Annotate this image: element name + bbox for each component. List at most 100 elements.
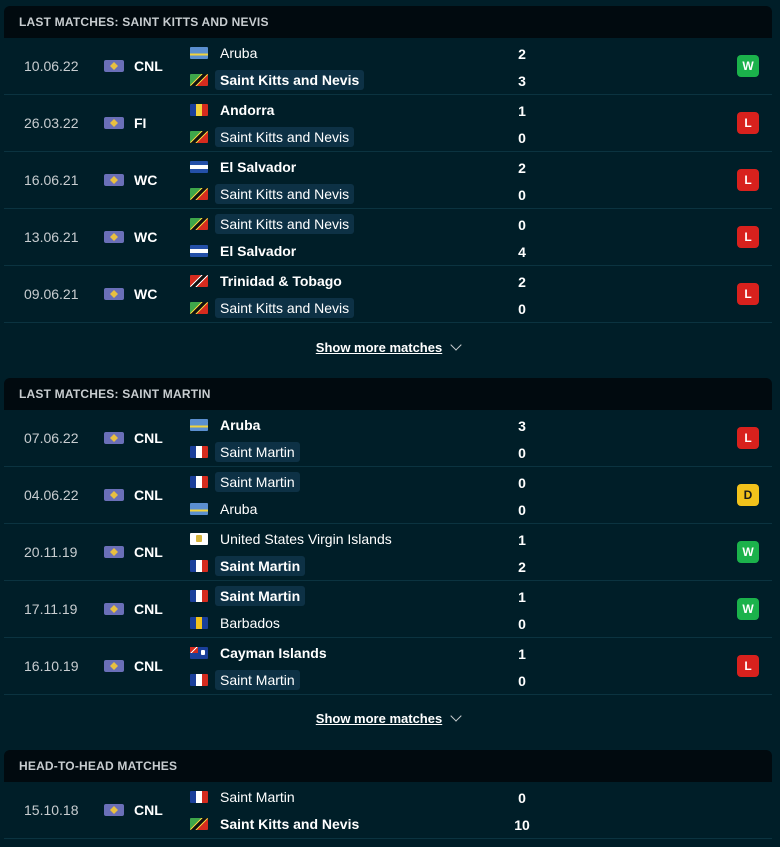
aruba-flag-icon	[190, 419, 208, 431]
team-name: Saint Kitts and Nevis	[215, 184, 355, 204]
result-badge: L	[737, 283, 759, 305]
section-header: LAST MATCHES: SAINT MARTIN	[4, 378, 772, 410]
away-team[interactable]: Saint Kitts and Nevis	[190, 127, 355, 147]
competition-name: CNL	[134, 544, 163, 560]
away-team[interactable]: Saint Kitts and Nevis	[190, 70, 365, 90]
team-name: Saint Kitts and Nevis	[215, 127, 355, 147]
away-team[interactable]: Barbados	[190, 613, 285, 633]
home-score: 3	[518, 418, 526, 434]
competition-icon	[104, 117, 124, 129]
section-header: HEAD-TO-HEAD MATCHES	[4, 750, 772, 782]
barbados-flag-icon	[190, 617, 208, 629]
away-team[interactable]: Saint Martin	[190, 556, 306, 576]
match-date: 26.03.22	[24, 115, 79, 131]
team-name: Saint Martin	[215, 442, 300, 462]
home-score: 1	[518, 646, 526, 662]
show-more-label: Show more matches	[315, 339, 443, 355]
show-more-button[interactable]: Show more matches	[4, 338, 772, 356]
competition-name: WC	[134, 172, 158, 188]
competition-name: CNL	[134, 658, 163, 674]
team-name: United States Virgin Islands	[220, 531, 392, 547]
saint-martin-flag-icon	[190, 791, 208, 803]
home-team[interactable]: Cayman Islands	[190, 643, 332, 663]
team-name: Aruba	[220, 501, 258, 517]
home-team[interactable]: Aruba	[190, 43, 262, 63]
home-team[interactable]: United States Virgin Islands	[190, 529, 397, 549]
match-date: 20.11.19	[24, 544, 78, 560]
match-date: 10.06.22	[24, 58, 79, 74]
away-score: 0	[518, 616, 526, 632]
team-name: Saint Martin	[215, 556, 306, 576]
away-score: 3	[518, 73, 526, 89]
us-virgin-islands-flag-icon	[190, 533, 208, 545]
home-score: 1	[518, 532, 526, 548]
home-team[interactable]: El Salvador	[190, 157, 301, 177]
match-row[interactable]: 09.06.21 WC Trinidad & Tobago Saint Kitt…	[4, 266, 772, 323]
match-row[interactable]: 04.06.22 CNL Saint Martin Aruba 0 0 D	[4, 467, 772, 524]
home-score: 1	[518, 103, 526, 119]
saint-martin-flag-icon	[190, 674, 208, 686]
away-team[interactable]: Saint Kitts and Nevis	[190, 184, 355, 204]
match-row[interactable]: 16.10.19 CNL Cayman Islands Saint Martin…	[4, 638, 772, 695]
team-name: Trinidad & Tobago	[220, 273, 342, 289]
team-name: Aruba	[220, 45, 258, 61]
result-badge: L	[737, 169, 759, 191]
home-team[interactable]: Saint Martin	[190, 472, 300, 492]
match-date: 17.11.19	[24, 601, 78, 617]
home-team[interactable]: Saint Martin	[190, 586, 306, 606]
result-badge: L	[737, 427, 759, 449]
away-score: 10	[514, 817, 530, 833]
away-score: 0	[518, 502, 526, 518]
match-row[interactable]: 20.11.19 CNL United States Virgin Island…	[4, 524, 772, 581]
team-name: Saint Kitts and Nevis	[215, 298, 355, 318]
away-score: 0	[518, 301, 526, 317]
competition-icon	[104, 174, 124, 186]
trinidad-tobago-flag-icon	[190, 275, 208, 287]
chevron-down-icon	[450, 709, 462, 722]
home-score: 2	[518, 46, 526, 62]
competition: FI	[104, 115, 146, 131]
home-team[interactable]: Aruba	[190, 415, 265, 435]
away-team[interactable]: Saint Kitts and Nevis	[190, 814, 364, 834]
saint-martin-flag-icon	[190, 590, 208, 602]
saint-kitts-flag-icon	[190, 818, 208, 830]
away-team[interactable]: Saint Kitts and Nevis	[190, 298, 355, 318]
home-score: 2	[518, 274, 526, 290]
away-team[interactable]: Saint Martin	[190, 442, 300, 462]
saint-martin-flag-icon	[190, 560, 208, 572]
home-team[interactable]: Saint Martin	[190, 787, 300, 807]
match-row[interactable]: 15.10.18 CNL Saint Martin Saint Kitts an…	[4, 782, 772, 839]
team-name: Cayman Islands	[220, 645, 327, 661]
away-team[interactable]: Saint Martin	[190, 670, 300, 690]
aruba-flag-icon	[190, 503, 208, 515]
section-saint-martin: LAST MATCHES: SAINT MARTIN 07.06.22 CNL …	[4, 378, 772, 695]
saint-kitts-flag-icon	[190, 131, 208, 143]
team-name: Andorra	[220, 102, 275, 118]
match-row[interactable]: 10.06.22 CNL Aruba Saint Kitts and Nevis…	[4, 38, 772, 95]
match-row[interactable]: 07.06.22 CNL Aruba Saint Martin 3 0 L	[4, 410, 772, 467]
away-score: 2	[518, 559, 526, 575]
away-team[interactable]: Aruba	[190, 499, 262, 519]
match-row[interactable]: 26.03.22 FI Andorra Saint Kitts and Nevi…	[4, 95, 772, 152]
away-score: 0	[518, 130, 526, 146]
home-team[interactable]: Trinidad & Tobago	[190, 271, 347, 291]
competition-icon	[104, 432, 124, 444]
match-date: 04.06.22	[24, 487, 79, 503]
competition: CNL	[104, 430, 163, 446]
home-team[interactable]: Andorra	[190, 100, 279, 120]
saint-martin-flag-icon	[190, 446, 208, 458]
match-row[interactable]: 13.06.21 WC Saint Kitts and Nevis El Sal…	[4, 209, 772, 266]
result-badge: W	[737, 541, 759, 563]
result-badge: D	[737, 484, 759, 506]
away-score: 0	[518, 445, 526, 461]
result-badge: L	[737, 655, 759, 677]
home-score: 0	[518, 790, 526, 806]
competition-name: FI	[134, 115, 147, 131]
match-row[interactable]: 16.06.21 WC El Salvador Saint Kitts and …	[4, 152, 772, 209]
match-row[interactable]: 17.11.19 CNL Saint Martin Barbados 1 0 W	[4, 581, 772, 638]
show-more-button[interactable]: Show more matches	[4, 709, 772, 727]
competition-name: CNL	[134, 802, 163, 818]
home-team[interactable]: Saint Kitts and Nevis	[190, 214, 355, 234]
match-date: 07.06.22	[24, 430, 79, 446]
away-team[interactable]: El Salvador	[190, 241, 301, 261]
